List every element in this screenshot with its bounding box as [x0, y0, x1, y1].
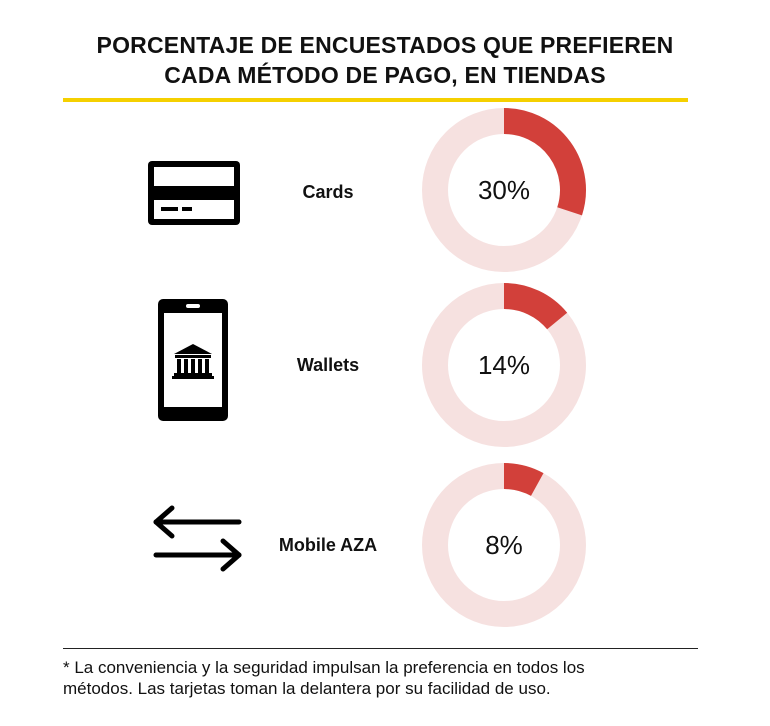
label-wallets: Wallets [296, 355, 360, 375]
credit-card-icon [148, 161, 240, 225]
footnote: * La conveniencia y la seguridad impulsa… [63, 657, 723, 699]
title-underline [63, 98, 688, 102]
donut-slice-wallets [503, 283, 568, 330]
mobile-bank-icon [158, 299, 228, 421]
label-mobile-aza: Mobile AZA [278, 535, 378, 555]
data-label-wallets: 14% [477, 350, 531, 380]
chart-title: PORCENTAJE DE ENCUESTADOS QUE PREFIEREN … [0, 30, 770, 90]
title-line-2: CADA MÉTODO DE PAGO, EN TIENDAS [164, 62, 606, 88]
donut-slice-mobile-aza [503, 463, 544, 497]
footnote-line-1: * La conveniencia y la seguridad impulsa… [63, 658, 585, 677]
footnote-divider [63, 648, 698, 649]
title-line-1: PORCENTAJE DE ENCUESTADOS QUE PREFIEREN [96, 32, 674, 58]
data-label-cards: 30% [477, 175, 531, 205]
footnote-line-2: métodos. Las tarjetas toman la delantera… [63, 679, 551, 698]
label-cards: Cards [302, 182, 354, 202]
transfer-arrows-icon [153, 505, 242, 572]
donut-slice-cards [503, 108, 586, 216]
data-label-mobile-aza: 8% [485, 530, 523, 560]
